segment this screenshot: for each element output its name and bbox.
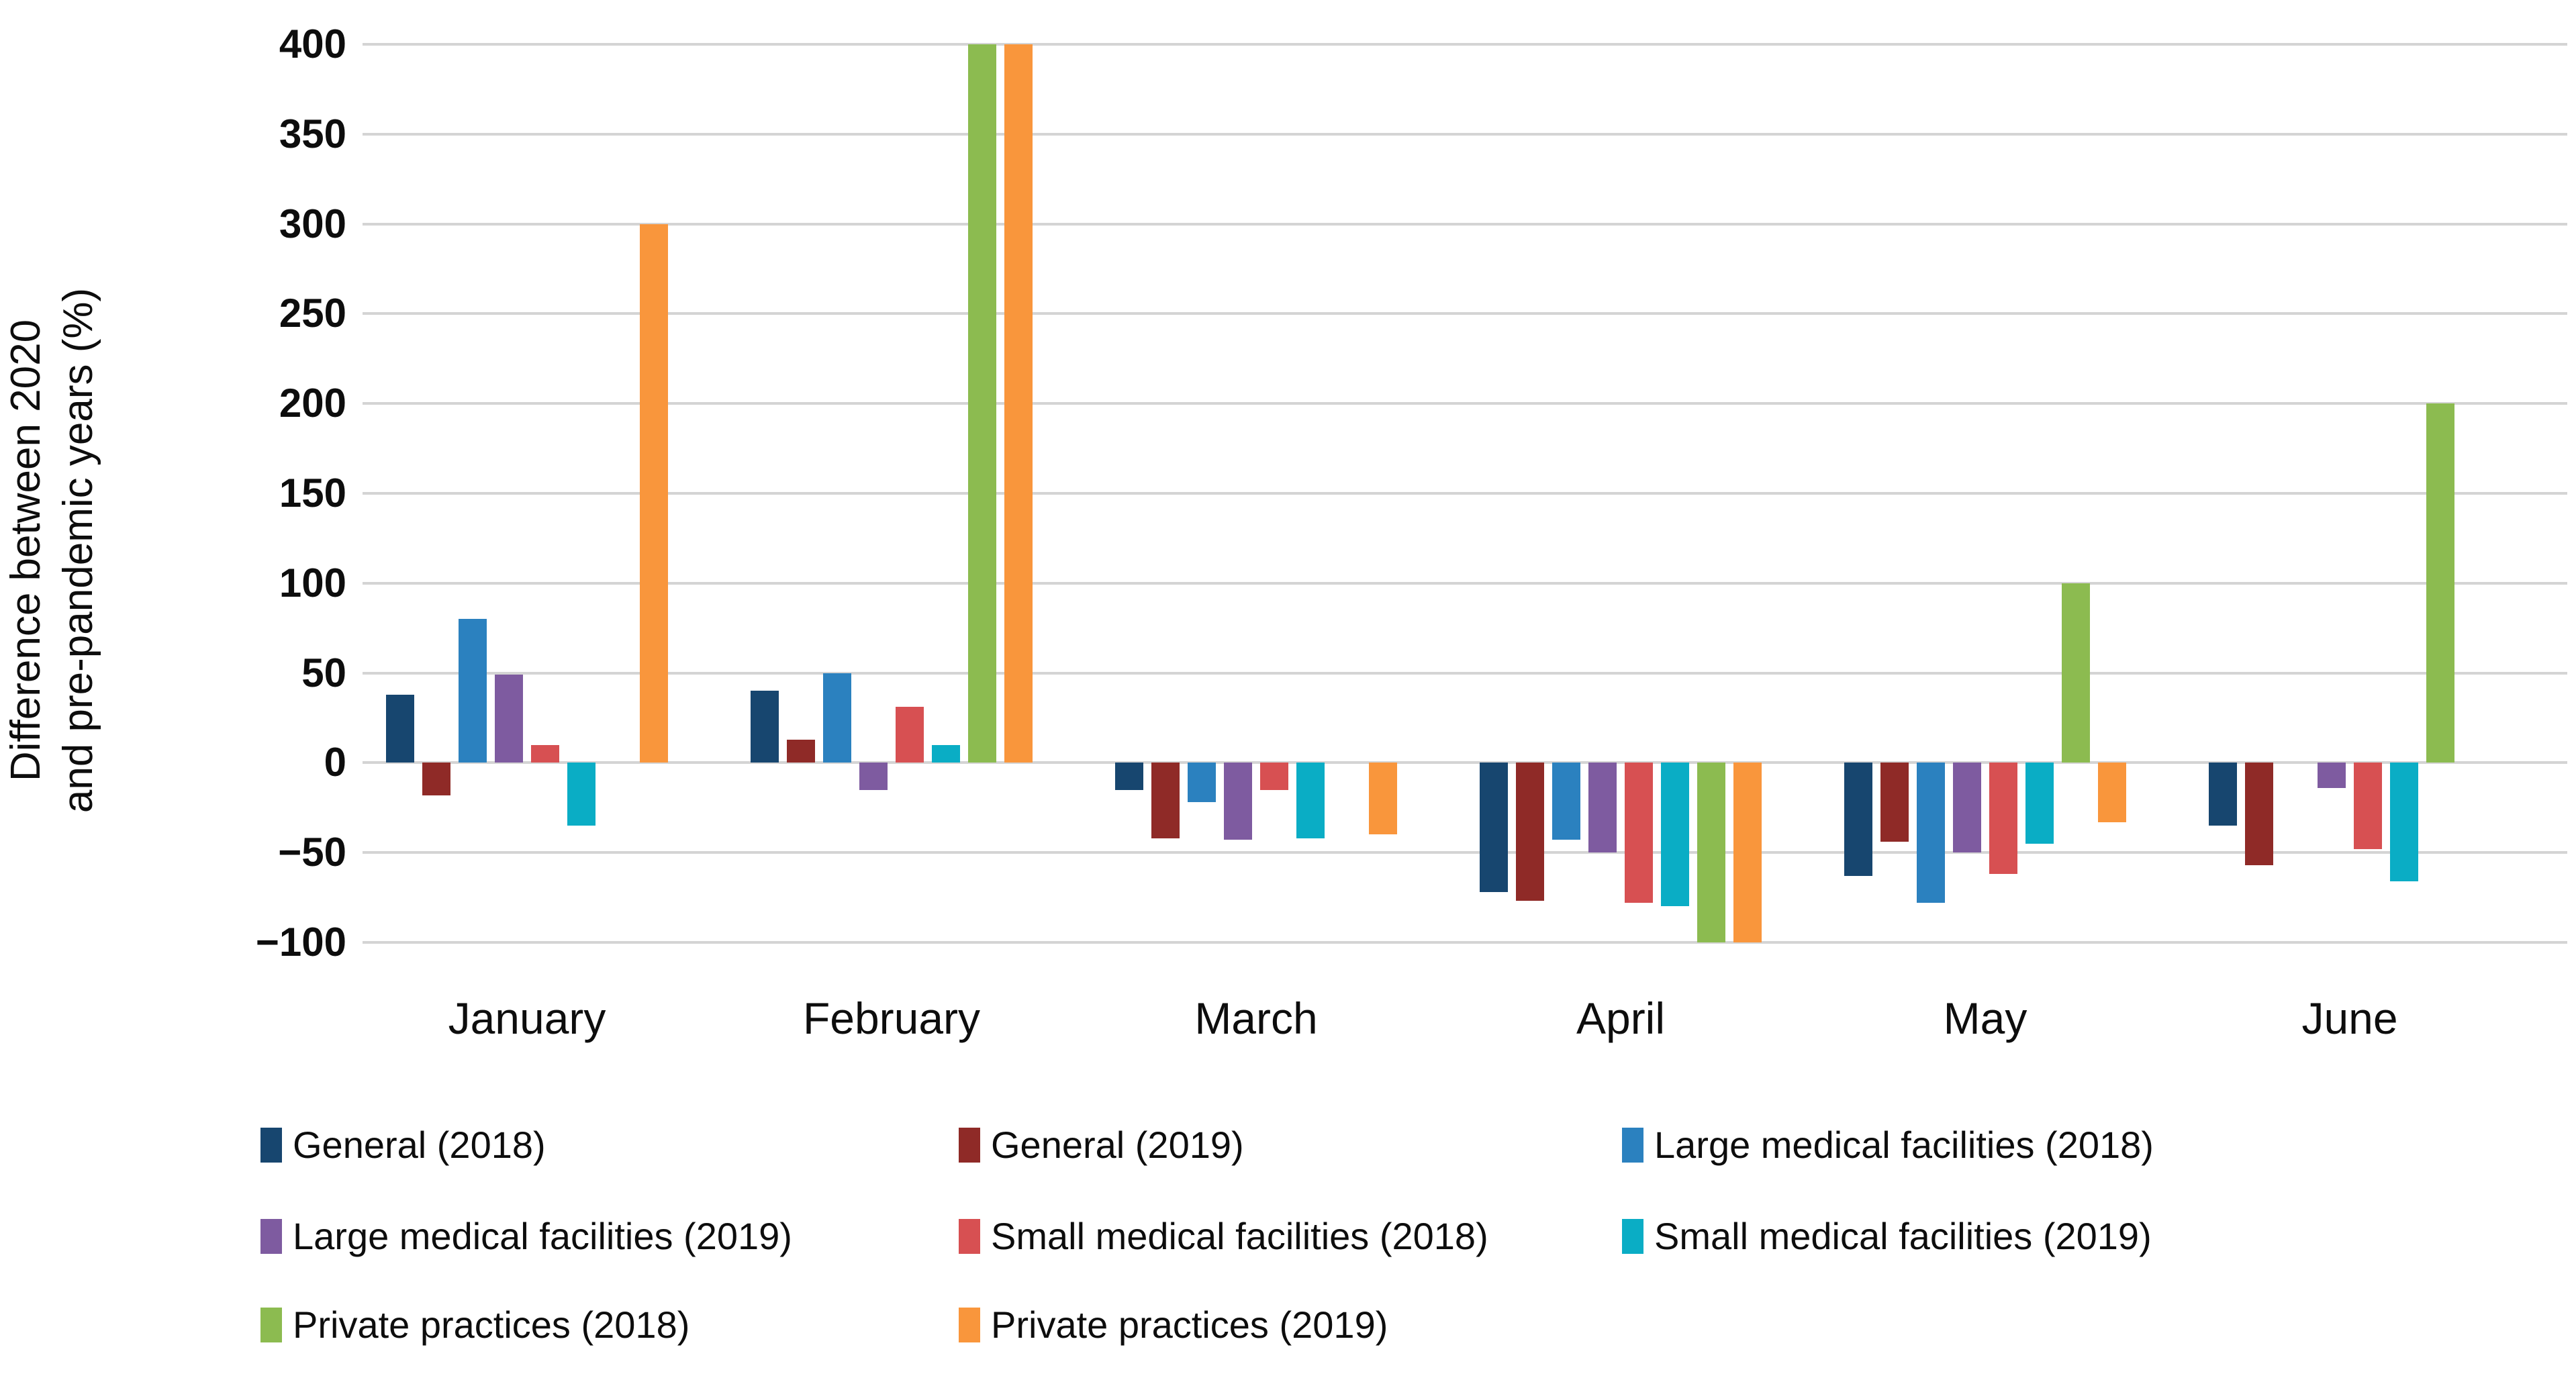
bar-june-private-practices-2018 — [2426, 403, 2454, 763]
bar-march-small-medical-facilities-2019 — [1296, 763, 1325, 838]
bar-february-small-medical-facilities-2019 — [932, 744, 960, 763]
bar-january-large-medical-facilities-2019 — [495, 675, 523, 763]
x-axis-label-january: January — [448, 993, 606, 1043]
bar-march-large-medical-facilities-2018 — [1188, 763, 1216, 803]
bar-january-small-medical-facilities-2019 — [567, 763, 595, 826]
y-tick-label-50: 50 — [301, 650, 346, 695]
legend-label-large-medical-facilities-2018: Large medical facilities (2018) — [1654, 1124, 2154, 1166]
bar-march-private-practices-2019 — [1369, 763, 1397, 835]
legend-swatch-small-medical-facilities-2018 — [959, 1219, 980, 1254]
gridline-400 — [363, 43, 2567, 46]
bar-february-large-medical-facilities-2018 — [823, 673, 851, 763]
x-axis-label-june: June — [2301, 993, 2398, 1043]
gridline-50 — [363, 671, 2567, 675]
bar-march-large-medical-facilities-2019 — [1224, 763, 1252, 840]
legend-swatch-private-practices-2019 — [959, 1308, 980, 1342]
y-tick-label--100: −100 — [255, 920, 346, 965]
legend-label-general-2019: General (2019) — [991, 1124, 1244, 1166]
bar-february-private-practices-2018 — [968, 44, 996, 763]
bar-january-general-2019 — [422, 763, 450, 795]
bar-january-small-medical-facilities-2018 — [531, 744, 559, 763]
legend-label-small-medical-facilities-2018: Small medical facilities (2018) — [991, 1215, 1488, 1257]
bar-june-small-medical-facilities-2018 — [2354, 763, 2382, 849]
legend-swatch-small-medical-facilities-2019 — [1622, 1219, 1643, 1254]
y-tick-label-100: 100 — [279, 560, 346, 605]
gridline--100 — [363, 941, 2567, 944]
legend-item-general-2019: General (2019) — [959, 1125, 1244, 1165]
bar-june-general-2018 — [2209, 763, 2237, 826]
bar-april-large-medical-facilities-2019 — [1588, 763, 1617, 853]
legend-item-private-practices-2018: Private practices (2018) — [260, 1305, 689, 1345]
bar-january-large-medical-facilities-2018 — [459, 619, 487, 763]
y-tick-label-150: 150 — [279, 471, 346, 516]
bar-february-small-medical-facilities-2018 — [896, 707, 924, 763]
bar-june-general-2019 — [2245, 763, 2273, 865]
bar-february-general-2019 — [787, 739, 815, 763]
legend-label-small-medical-facilities-2019: Small medical facilities (2019) — [1654, 1215, 2152, 1257]
gridline-200 — [363, 402, 2567, 405]
x-axis-label-april: April — [1576, 993, 1666, 1043]
bar-january-general-2018 — [386, 694, 414, 763]
legend-item-large-medical-facilities-2019: Large medical facilities (2019) — [260, 1216, 792, 1257]
y-tick-label-300: 300 — [279, 201, 346, 246]
bar-april-general-2018 — [1480, 763, 1508, 893]
bar-may-small-medical-facilities-2019 — [2025, 763, 2054, 844]
legend-item-large-medical-facilities-2018: Large medical facilities (2018) — [1622, 1125, 2154, 1165]
legend-swatch-general-2018 — [260, 1128, 282, 1163]
legend-swatch-general-2019 — [959, 1128, 980, 1163]
bar-may-private-practices-2018 — [2062, 583, 2090, 763]
bar-may-large-medical-facilities-2018 — [1917, 763, 1945, 903]
legend-label-general-2018: General (2018) — [293, 1124, 546, 1166]
bar-april-general-2019 — [1516, 763, 1544, 901]
bar-may-general-2019 — [1880, 763, 1909, 842]
bar-february-private-practices-2019 — [1004, 44, 1033, 763]
bar-february-large-medical-facilities-2019 — [859, 763, 888, 790]
legend-item-private-practices-2019: Private practices (2019) — [959, 1305, 1388, 1345]
legend-item-general-2018: General (2018) — [260, 1125, 546, 1165]
y-tick-label-250: 250 — [279, 291, 346, 336]
y-tick-label-200: 200 — [279, 381, 346, 426]
legend-item-small-medical-facilities-2019: Small medical facilities (2019) — [1622, 1216, 2152, 1257]
legend-swatch-private-practices-2018 — [260, 1308, 282, 1342]
legend-item-small-medical-facilities-2018: Small medical facilities (2018) — [959, 1216, 1488, 1257]
bar-march-small-medical-facilities-2018 — [1260, 763, 1288, 790]
bar-may-large-medical-facilities-2019 — [1953, 763, 1981, 853]
legend-label-private-practices-2018: Private practices (2018) — [293, 1304, 690, 1346]
bar-june-large-medical-facilities-2019 — [2318, 763, 2346, 788]
gridline--50 — [363, 851, 2567, 854]
y-tick-label-400: 400 — [279, 21, 346, 66]
legend-label-large-medical-facilities-2019: Large medical facilities (2019) — [293, 1215, 792, 1257]
bar-april-small-medical-facilities-2018 — [1625, 763, 1653, 903]
gridline-0 — [363, 761, 2567, 765]
bar-may-private-practices-2019 — [2098, 763, 2126, 822]
y-tick-label-350: 350 — [279, 111, 346, 156]
bar-april-large-medical-facilities-2018 — [1552, 763, 1580, 840]
bar-january-private-practices-2019 — [640, 224, 668, 763]
gridline-350 — [363, 132, 2567, 136]
gridline-100 — [363, 581, 2567, 585]
x-axis-label-may: May — [1943, 993, 2028, 1043]
legend-swatch-large-medical-facilities-2019 — [260, 1219, 282, 1254]
bar-april-small-medical-facilities-2019 — [1661, 763, 1689, 907]
y-tick-label--50: −50 — [278, 830, 346, 875]
bar-march-general-2018 — [1115, 763, 1143, 790]
gridline-150 — [363, 492, 2567, 495]
bar-may-general-2018 — [1844, 763, 1872, 876]
bar-may-small-medical-facilities-2018 — [1989, 763, 2017, 875]
bar-june-small-medical-facilities-2019 — [2390, 763, 2418, 881]
legend-swatch-large-medical-facilities-2018 — [1622, 1128, 1643, 1163]
x-axis-label-march: March — [1194, 993, 1318, 1043]
x-axis-label-february: February — [802, 993, 981, 1043]
bar-april-private-practices-2019 — [1733, 763, 1762, 942]
bar-april-private-practices-2018 — [1697, 763, 1725, 942]
bar-february-general-2018 — [751, 691, 779, 763]
bar-march-general-2019 — [1151, 763, 1180, 838]
gridline-300 — [363, 222, 2567, 226]
gridline-250 — [363, 312, 2567, 315]
y-tick-label-0: 0 — [324, 740, 346, 785]
legend-label-private-practices-2019: Private practices (2019) — [991, 1304, 1388, 1346]
